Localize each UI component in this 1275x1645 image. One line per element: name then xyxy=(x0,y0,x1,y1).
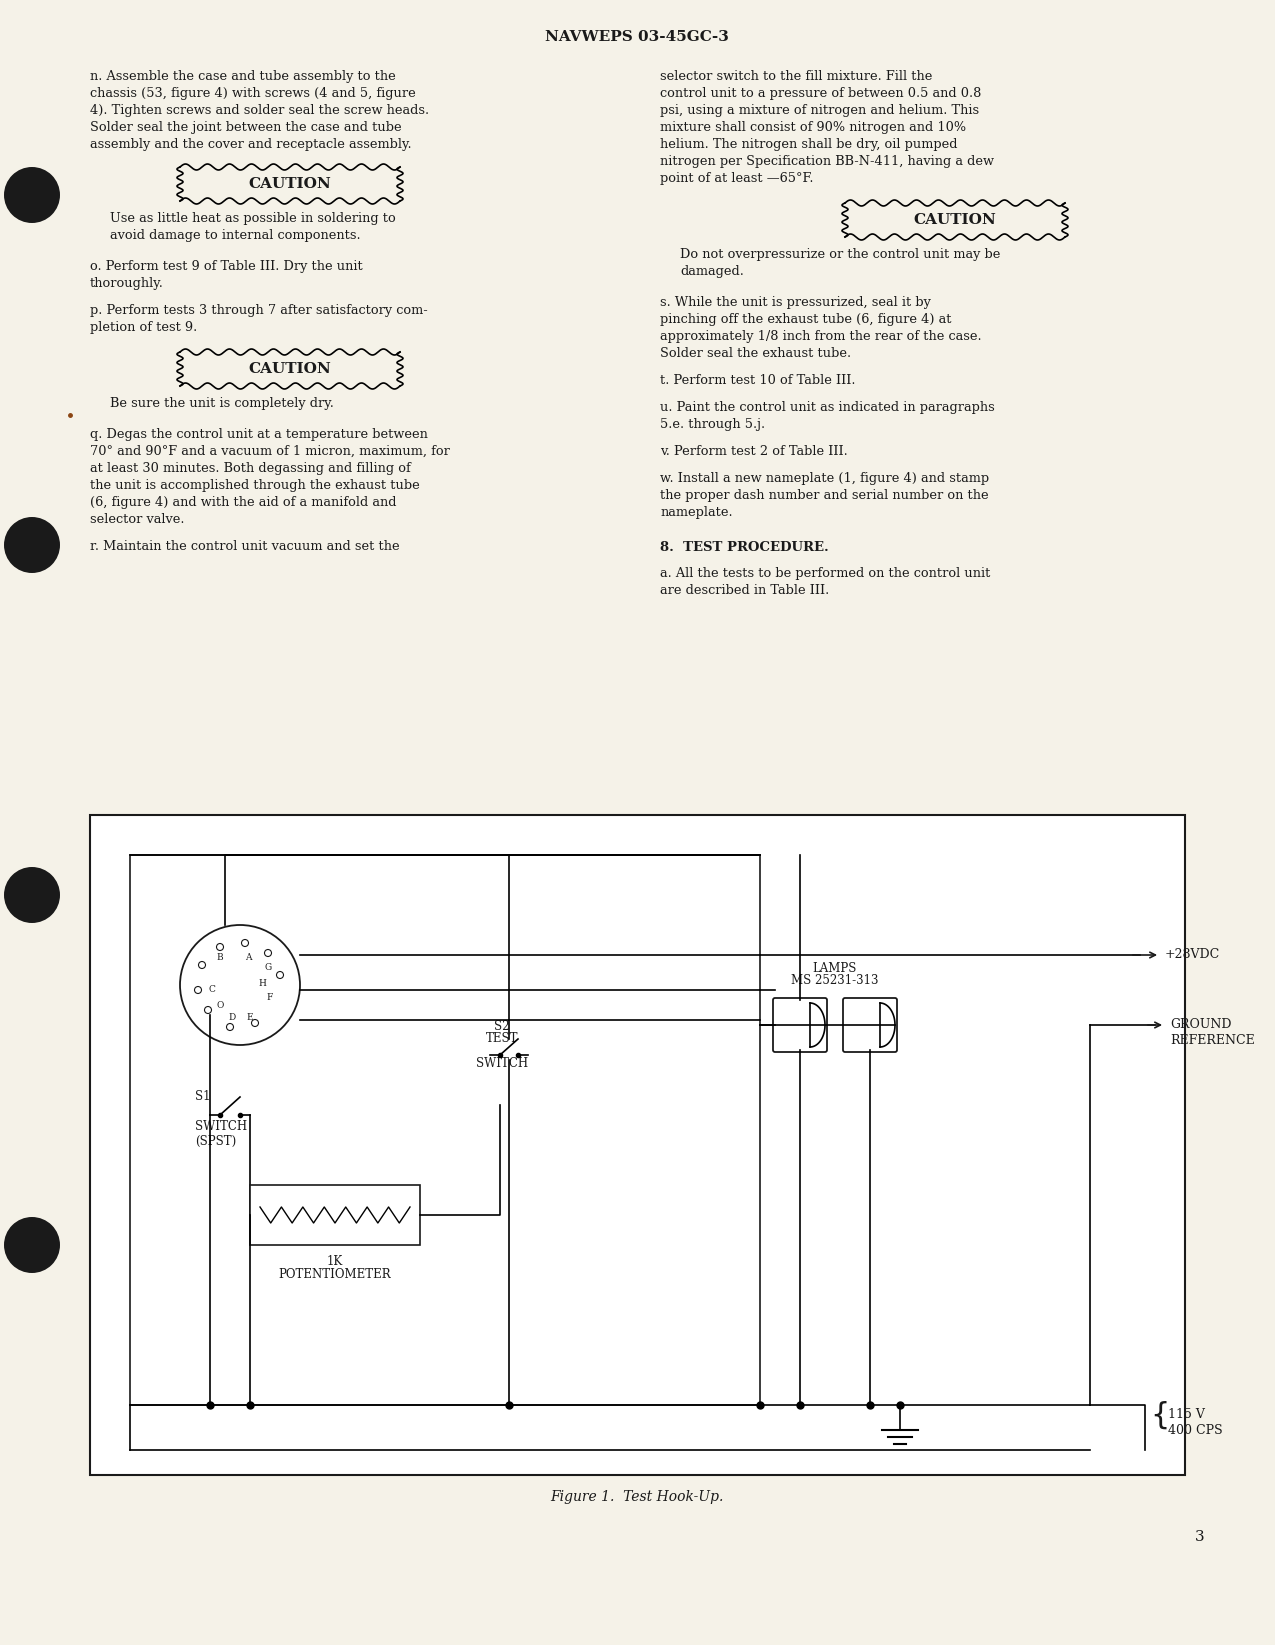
Text: Use as little heat as possible in soldering to: Use as little heat as possible in solder… xyxy=(110,212,395,225)
Text: 70° and 90°F and a vacuum of 1 micron, maximum, for: 70° and 90°F and a vacuum of 1 micron, m… xyxy=(91,446,450,457)
Bar xyxy=(130,855,760,1405)
Text: S1: S1 xyxy=(195,1091,210,1104)
Text: SWITCH: SWITCH xyxy=(476,1058,528,1069)
Text: SWITCH: SWITCH xyxy=(195,1120,247,1133)
Text: NAVWEPS 03-45GC-3: NAVWEPS 03-45GC-3 xyxy=(546,30,729,44)
Text: v. Perform test 2 of Table III.: v. Perform test 2 of Table III. xyxy=(660,446,848,457)
Text: thoroughly.: thoroughly. xyxy=(91,276,164,290)
Text: REFERENCE: REFERENCE xyxy=(1170,1035,1255,1048)
Text: pletion of test 9.: pletion of test 9. xyxy=(91,321,198,334)
Circle shape xyxy=(180,924,300,1045)
Text: MS 25231-313: MS 25231-313 xyxy=(792,974,878,987)
Text: H: H xyxy=(258,979,266,987)
Text: mixture shall consist of 90% nitrogen and 10%: mixture shall consist of 90% nitrogen an… xyxy=(660,122,966,133)
Text: E: E xyxy=(246,1013,254,1022)
Text: 400 CPS: 400 CPS xyxy=(1168,1423,1223,1436)
Text: r. Maintain the control unit vacuum and set the: r. Maintain the control unit vacuum and … xyxy=(91,540,399,553)
Text: o. Perform test 9 of Table III. Dry the unit: o. Perform test 9 of Table III. Dry the … xyxy=(91,260,363,273)
Circle shape xyxy=(204,1007,212,1013)
Circle shape xyxy=(195,987,201,994)
Circle shape xyxy=(4,867,60,923)
FancyBboxPatch shape xyxy=(843,999,898,1053)
Circle shape xyxy=(241,939,249,946)
Text: the proper dash number and serial number on the: the proper dash number and serial number… xyxy=(660,489,988,502)
Text: LAMPS: LAMPS xyxy=(813,962,857,975)
Text: t. Perform test 10 of Table III.: t. Perform test 10 of Table III. xyxy=(660,373,856,387)
Circle shape xyxy=(251,1020,259,1026)
Text: the unit is accomplished through the exhaust tube: the unit is accomplished through the exh… xyxy=(91,479,419,492)
Text: CAUTION: CAUTION xyxy=(249,362,332,377)
Text: s. While the unit is pressurized, seal it by: s. While the unit is pressurized, seal i… xyxy=(660,296,931,309)
Circle shape xyxy=(277,972,283,979)
Text: CAUTION: CAUTION xyxy=(914,212,996,227)
Text: point of at least —65°F.: point of at least —65°F. xyxy=(660,173,813,184)
Text: A: A xyxy=(245,952,251,961)
Circle shape xyxy=(227,1023,233,1030)
Text: nameplate.: nameplate. xyxy=(660,507,733,520)
Text: CAUTION: CAUTION xyxy=(249,178,332,191)
Text: helium. The nitrogen shall be dry, oil pumped: helium. The nitrogen shall be dry, oil p… xyxy=(660,138,958,151)
Text: C: C xyxy=(209,985,215,995)
Text: O: O xyxy=(217,1000,223,1010)
Text: B: B xyxy=(217,952,223,961)
Text: pinching off the exhaust tube (6, figure 4) at: pinching off the exhaust tube (6, figure… xyxy=(660,313,951,326)
Text: {: { xyxy=(1150,1400,1169,1430)
Text: psi, using a mixture of nitrogen and helium. This: psi, using a mixture of nitrogen and hel… xyxy=(660,104,979,117)
Text: avoid damage to internal components.: avoid damage to internal components. xyxy=(110,229,361,242)
Text: chassis (53, figure 4) with screws (4 and 5, figure: chassis (53, figure 4) with screws (4 an… xyxy=(91,87,416,100)
Text: assembly and the cover and receptacle assembly.: assembly and the cover and receptacle as… xyxy=(91,138,412,151)
Text: TEST: TEST xyxy=(486,1031,518,1045)
Bar xyxy=(250,1184,419,1245)
Text: selector switch to the fill mixture. Fill the: selector switch to the fill mixture. Fil… xyxy=(660,71,932,82)
Text: damaged.: damaged. xyxy=(680,265,743,278)
Text: F: F xyxy=(266,992,273,1002)
Text: Solder seal the exhaust tube.: Solder seal the exhaust tube. xyxy=(660,347,852,360)
FancyBboxPatch shape xyxy=(773,999,827,1053)
Circle shape xyxy=(217,944,223,951)
Text: 1K: 1K xyxy=(326,1255,343,1268)
Text: (6, figure 4) and with the aid of a manifold and: (6, figure 4) and with the aid of a mani… xyxy=(91,497,397,508)
Text: D: D xyxy=(228,1013,236,1022)
Text: 3: 3 xyxy=(1195,1530,1205,1545)
Text: Figure 1.  Test Hook-Up.: Figure 1. Test Hook-Up. xyxy=(551,1490,724,1504)
Text: selector valve.: selector valve. xyxy=(91,513,185,526)
Text: a. All the tests to be performed on the control unit: a. All the tests to be performed on the … xyxy=(660,568,991,581)
Text: Be sure the unit is completely dry.: Be sure the unit is completely dry. xyxy=(110,396,334,410)
Circle shape xyxy=(199,961,205,969)
Text: 8.  TEST PROCEDURE.: 8. TEST PROCEDURE. xyxy=(660,541,829,554)
Text: Solder seal the joint between the case and tube: Solder seal the joint between the case a… xyxy=(91,122,402,133)
Text: POTENTIOMETER: POTENTIOMETER xyxy=(279,1268,391,1281)
Text: q. Degas the control unit at a temperature between: q. Degas the control unit at a temperatu… xyxy=(91,428,428,441)
Text: 5.e. through 5.j.: 5.e. through 5.j. xyxy=(660,418,765,431)
Text: nitrogen per Specification BB-N-411, having a dew: nitrogen per Specification BB-N-411, hav… xyxy=(660,155,994,168)
Text: S2: S2 xyxy=(495,1020,510,1033)
Text: w. Install a new nameplate (1, figure 4) and stamp: w. Install a new nameplate (1, figure 4)… xyxy=(660,472,989,485)
Text: 115 V: 115 V xyxy=(1168,1408,1205,1421)
Text: control unit to a pressure of between 0.5 and 0.8: control unit to a pressure of between 0.… xyxy=(660,87,982,100)
Circle shape xyxy=(4,168,60,224)
Bar xyxy=(91,814,1184,1476)
Text: at least 30 minutes. Both degassing and filling of: at least 30 minutes. Both degassing and … xyxy=(91,462,411,475)
Text: Do not overpressurize or the control unit may be: Do not overpressurize or the control uni… xyxy=(680,248,1001,262)
Text: G: G xyxy=(264,962,272,972)
Text: (SPST): (SPST) xyxy=(195,1135,236,1148)
Circle shape xyxy=(264,949,272,956)
Text: u. Paint the control unit as indicated in paragraphs: u. Paint the control unit as indicated i… xyxy=(660,401,994,415)
Text: p. Perform tests 3 through 7 after satisfactory com-: p. Perform tests 3 through 7 after satis… xyxy=(91,304,427,317)
Text: are described in Table III.: are described in Table III. xyxy=(660,584,829,597)
Text: 4). Tighten screws and solder seal the screw heads.: 4). Tighten screws and solder seal the s… xyxy=(91,104,430,117)
Text: +28VDC: +28VDC xyxy=(1165,949,1220,961)
Circle shape xyxy=(4,1217,60,1273)
Circle shape xyxy=(4,517,60,572)
Text: approximately 1/8 inch from the rear of the case.: approximately 1/8 inch from the rear of … xyxy=(660,331,982,344)
Text: n. Assemble the case and tube assembly to the: n. Assemble the case and tube assembly t… xyxy=(91,71,395,82)
Text: GROUND: GROUND xyxy=(1170,1018,1232,1031)
